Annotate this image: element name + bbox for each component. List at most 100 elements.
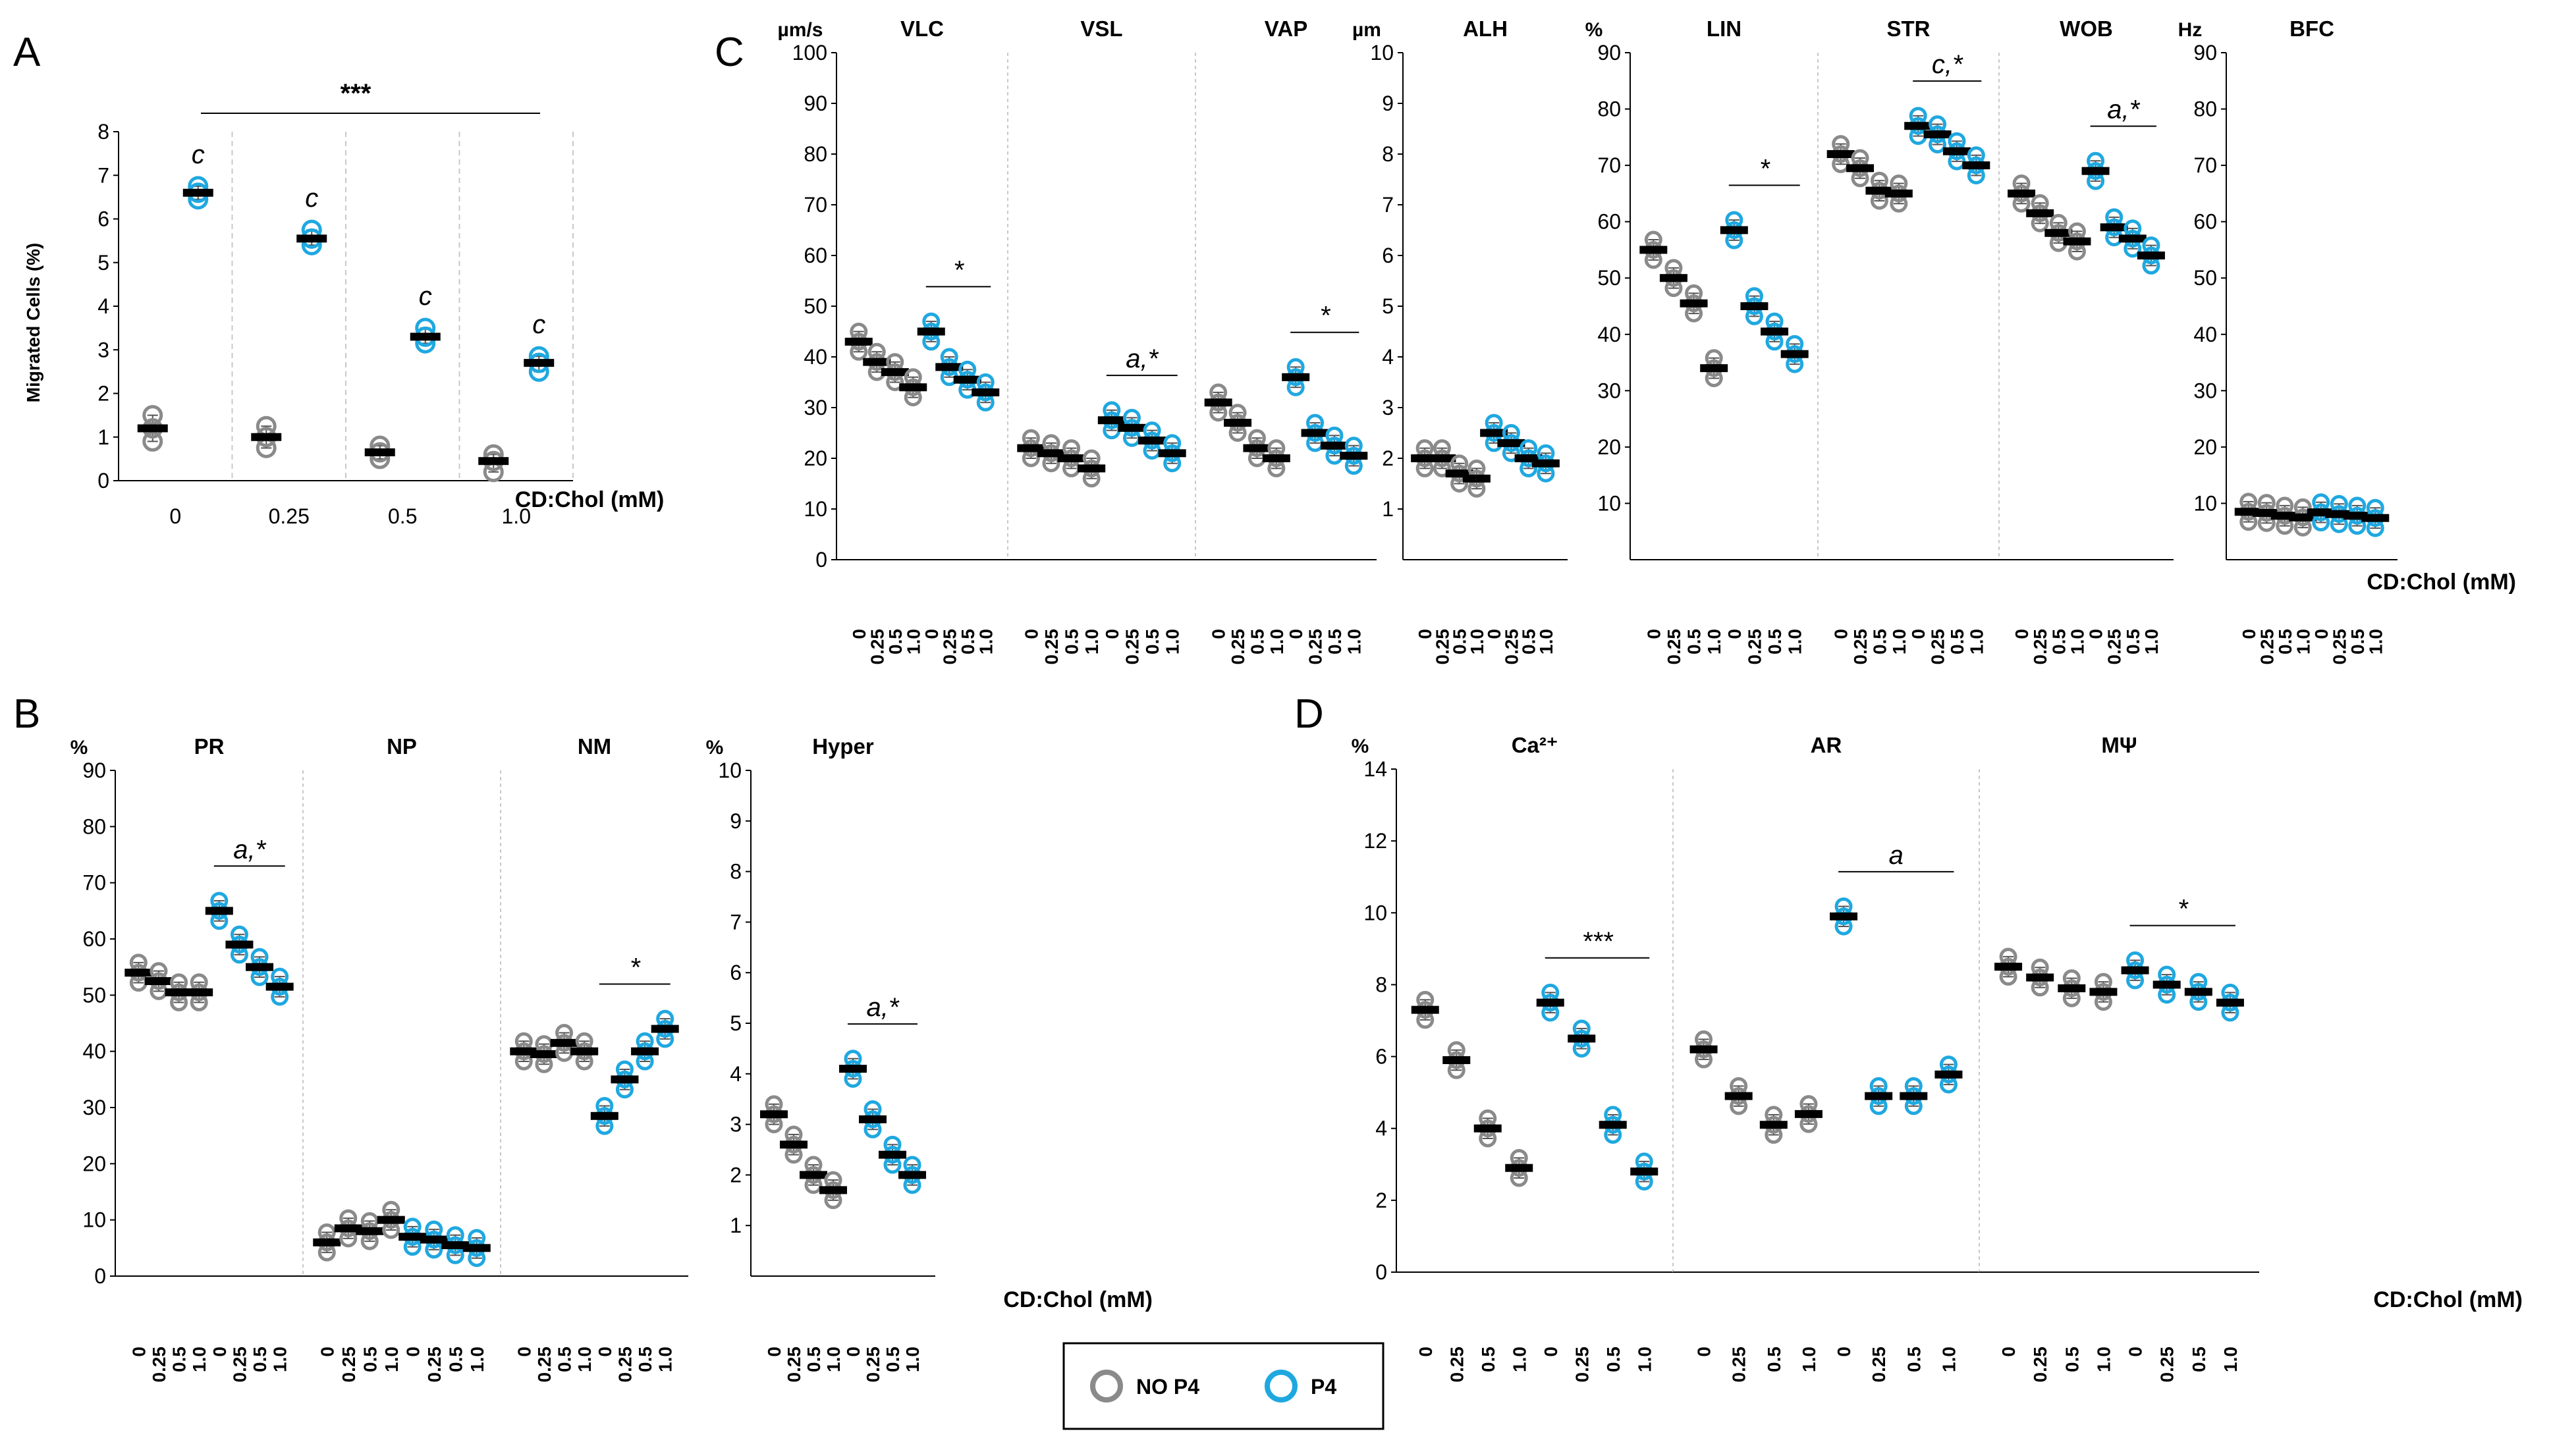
panel-d-0-category-label: 0.5 (1603, 1347, 1624, 1372)
panel-a-letter-label: c (419, 282, 432, 311)
panel-c-1-title: VSL (1080, 16, 1122, 41)
panel-c-4-y-tick-label: 10 (1597, 491, 1621, 515)
panel-b-3-y-tick-label: 9 (730, 809, 742, 833)
panel-b-3-y-tick-label: 7 (730, 910, 742, 934)
panel-d-2-category-label: 1.0 (2093, 1347, 2114, 1372)
panel-c-0-category-label: 1.0 (975, 629, 996, 655)
panel-c-0-category-label: 0 (921, 629, 942, 639)
panel-c-0-y-tick-label: 40 (804, 345, 827, 369)
panel-c-1-category-label: 0 (1102, 629, 1122, 639)
panel-a-y-tick-label: 5 (97, 251, 109, 275)
panel-d-0-sig-label: *** (1582, 927, 1614, 956)
panel-c-4-nop4-mean-bar (1680, 299, 1708, 308)
panel-c-2-nop4-mean-bar (1224, 419, 1252, 427)
panel-d-0-p4-mean-bar (1536, 998, 1564, 1007)
panel-c-3-nop4-mean-bar (1428, 454, 1456, 462)
panel-c-4-category-label: 0.5 (1684, 629, 1705, 655)
panel-b-0-category-label: 0 (128, 1347, 149, 1357)
panel-c-2-category-label: 0 (1286, 629, 1306, 639)
panel-a-nop4-mean-bar (478, 457, 509, 466)
panel-c-0-category-label: 0.25 (867, 629, 887, 665)
panel-c-6-nop4-mean-bar (2026, 209, 2054, 217)
panel-b-0-category-label: 0.5 (250, 1347, 270, 1372)
panel-c-3-category-label: 1.0 (1467, 629, 1487, 655)
panel-a-sig-label: *** (341, 79, 371, 108)
panel-c-4-category-label: 1.0 (1704, 629, 1724, 655)
panel-c-1-category-label: 1.0 (1082, 629, 1102, 655)
panel-b-0-category-label: 0 (209, 1347, 230, 1357)
panel-c-5-sig-label: c,* (1932, 50, 1963, 79)
panel-d-0-y-tick-label: 10 (1363, 901, 1387, 924)
panel-a-letter-label: c (305, 184, 318, 213)
panel-c-4-y-tick-label: 30 (1597, 379, 1621, 402)
panel-a-y-tick-label: 2 (97, 382, 109, 406)
panel-c-3-y-tick-label: 10 (1370, 41, 1394, 65)
panel-d-1-p4-mean-bar (1900, 1092, 1928, 1100)
panel-b-3-unit: % (706, 737, 724, 759)
panel-c-2-nop4-mean-bar (1262, 454, 1290, 462)
panel-b-3-category-label: 0.5 (883, 1347, 903, 1372)
panel-a-letter: A (13, 30, 41, 75)
panel-d-1-nop4-mean-bar (1759, 1121, 1788, 1129)
panel-a-y-tick-label: 7 (97, 163, 109, 187)
panel-d-0-p4-mean-bar (1630, 1167, 1658, 1176)
panel-c-0-y-tick-label: 100 (792, 41, 827, 65)
panel-c-2-category-label: 1.0 (1344, 629, 1364, 655)
panel-c-0-y-tick-label: 30 (804, 396, 827, 419)
panel-c-7-category-label: 1.0 (2365, 629, 2386, 655)
panel-c-7-category-label: 0.25 (2329, 629, 2349, 665)
panel-b-0-y-tick-label: 30 (82, 1096, 106, 1119)
panel-c-0-y-tick-label: 20 (804, 446, 827, 470)
panel-c-xlabel: CD:Chol (mM) (2367, 570, 2516, 595)
panel-c-4-y-tick-label: 40 (1597, 323, 1621, 346)
panel-c-2-p4-mean-bar (1282, 373, 1310, 381)
panel-b-2-category-label: 1.0 (574, 1347, 595, 1372)
panel-d-1-nop4-mean-bar (1724, 1092, 1753, 1100)
panel-c-1-category-label: 0.25 (1122, 629, 1142, 665)
legend-box (1062, 1342, 1384, 1430)
panel-c-3-category-label: 0.25 (1501, 629, 1521, 665)
panel-c-7-unit: Hz (2178, 19, 2203, 41)
panel-b-3-y-tick-label: 1 (730, 1214, 742, 1237)
panel-c-3-unit: µm (1352, 19, 1381, 41)
legend-nop4-marker (1090, 1370, 1123, 1403)
panel-d-2-p4-mean-bar (2121, 966, 2149, 975)
panel-c-2-p4-mean-bar (1340, 452, 1368, 460)
panel-c-5-nop4-mean-bar (1884, 189, 1913, 198)
panel-d-0-unit: % (1352, 735, 1369, 757)
panel-b-0-y-tick-label: 50 (82, 983, 106, 1007)
panel-c-7-y-tick-label: 60 (2193, 210, 2217, 234)
panel-a-p4-mean-bar (182, 188, 213, 197)
panel-d-2-category-label: 1.0 (2220, 1347, 2241, 1372)
panel-b-1-nop4-mean-bar (334, 1224, 362, 1233)
panel-a-category-label: 0 (169, 504, 181, 528)
panel-b-2-category-label: 0 (514, 1347, 534, 1357)
panel-c-0-category-label: 1.0 (903, 629, 923, 655)
panel-c-2-p4-mean-bar (1301, 429, 1329, 437)
panel-c-0-nop4-mean-bar (899, 383, 927, 392)
panel-b-3-category-label: 0 (843, 1347, 863, 1357)
panel-c-3-y-tick-label: 3 (1382, 396, 1394, 419)
panel-b-0-category-label: 1.0 (189, 1347, 209, 1372)
panel-c-0-y-tick-label: 90 (804, 92, 827, 115)
panel-b-0-p4-mean-bar (225, 940, 254, 949)
panel-c-7-category-label: 0 (2311, 629, 2332, 639)
panel-b-2-nop4-mean-bar (550, 1038, 578, 1047)
panel-d-2-title: MΨ (2101, 733, 2137, 757)
panel-c-1-category-label: 0.5 (1142, 629, 1163, 655)
panel-b-3-sig-label: a,* (867, 993, 900, 1022)
panel-d-1-p4-mean-bar (1934, 1070, 1963, 1079)
panel-c-7-title: BFC (2289, 16, 2334, 41)
panel-b-3-nop4-mean-bar (800, 1171, 827, 1179)
panel-b-0-y-tick-label: 70 (82, 871, 106, 895)
panel-c-3-nop4-mean-bar (1462, 474, 1491, 483)
panel-b-3-category-label: 1.0 (902, 1347, 923, 1372)
panel-c-3-y-tick-label: 9 (1382, 92, 1394, 115)
panel-b-3-category-label: 0.5 (804, 1347, 824, 1372)
panel-c-1-p4-mean-bar (1158, 449, 1186, 458)
panel-b-2-category-label: 0.25 (615, 1347, 635, 1383)
panel-d-2-category-label: 0.25 (2157, 1347, 2178, 1383)
panel-c-6-category-label: 0.5 (2048, 629, 2069, 655)
panel-c-4-title: LIN (1707, 16, 1741, 41)
